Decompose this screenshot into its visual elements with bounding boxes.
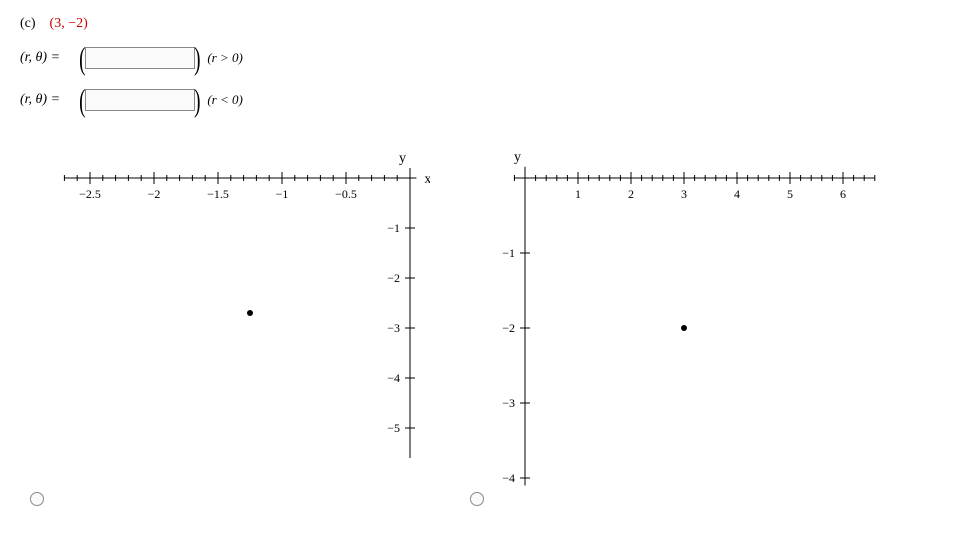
svg-text:−1: −1	[502, 246, 515, 260]
svg-text:5: 5	[787, 187, 793, 201]
lparen-2: (	[79, 84, 85, 116]
chart-left-wrap: −2.5 −2 −1.5 −1 −0.5 −1 −2 −3 −4 −5 x y	[20, 148, 430, 511]
svg-text:4: 4	[734, 187, 740, 201]
svg-text:2: 2	[628, 187, 634, 201]
svg-text:−2.5: −2.5	[79, 187, 101, 201]
chart-left: −2.5 −2 −1.5 −1 −0.5 −1 −2 −3 −4 −5 x y	[20, 148, 430, 488]
svg-text:−1: −1	[276, 187, 289, 201]
given-coordinate: (3, −2)	[50, 16, 88, 32]
svg-text:−2: −2	[387, 271, 400, 285]
svg-text:y: y	[514, 150, 521, 165]
part-label: (c)	[20, 16, 36, 32]
svg-text:−1: −1	[387, 221, 400, 235]
chart-right-wrap: 123456−1−2−3−4xy	[470, 148, 880, 511]
lhs-1: (r, θ) =	[20, 50, 80, 66]
svg-text:−3: −3	[387, 321, 400, 335]
radio-left[interactable]	[30, 492, 44, 506]
answer-input-1[interactable]	[85, 47, 195, 69]
svg-text:3: 3	[681, 187, 687, 201]
svg-text:−2: −2	[148, 187, 161, 201]
svg-text:−2: −2	[502, 321, 515, 335]
svg-text:−3: −3	[502, 396, 515, 410]
svg-text:−5: −5	[387, 421, 400, 435]
answer-input-2[interactable]	[85, 89, 195, 111]
svg-text:−1.5: −1.5	[207, 187, 229, 201]
answer-row-2: (r, θ) = ( ) (r < 0)	[20, 82, 949, 118]
radio-right[interactable]	[470, 492, 484, 506]
svg-text:6: 6	[840, 187, 846, 201]
svg-text:y: y	[399, 151, 406, 166]
charts-row: −2.5−2−1.5−1−0.5−1−2−3−4−5xy 123456−1−2−…	[20, 148, 949, 511]
svg-text:−4: −4	[387, 371, 400, 385]
chart-right: 123456−1−2−3−4xy	[470, 148, 880, 488]
lhs-2: (r, θ) =	[20, 92, 80, 108]
condition-1: (r > 0)	[207, 50, 243, 66]
answer-row-1: (r, θ) = ( ) (r > 0)	[20, 40, 949, 76]
rparen-2: )	[194, 84, 200, 116]
svg-text:x: x	[424, 172, 430, 187]
condition-2: (r < 0)	[207, 92, 243, 108]
svg-text:1: 1	[575, 187, 581, 201]
svg-text:−4: −4	[502, 471, 515, 485]
rparen-1: )	[194, 42, 200, 74]
svg-text:−0.5: −0.5	[335, 187, 357, 201]
lparen-1: (	[79, 42, 85, 74]
